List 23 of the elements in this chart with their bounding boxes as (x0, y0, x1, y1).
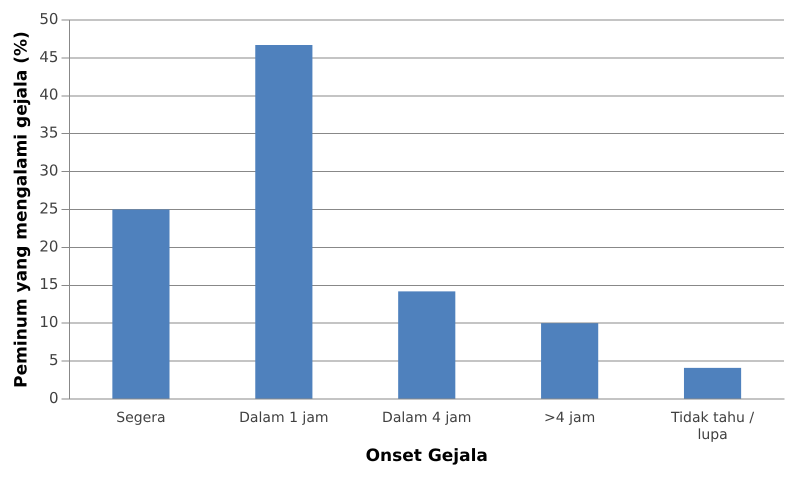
y-tick-label: 30 (39, 161, 58, 180)
y-tick-label: 0 (48, 388, 58, 407)
y-tick-label: 10 (39, 313, 58, 332)
x-tick-label: Tidak tahu / lupa (670, 410, 754, 443)
y-tick-label: 50 (39, 10, 58, 28)
bar (398, 291, 456, 398)
y-tick-label: 40 (39, 86, 58, 104)
y-tick-label: 20 (39, 237, 58, 256)
bar (112, 210, 170, 398)
x-axis-title: Onset Gejala (366, 446, 488, 466)
x-tick-label: Dalam 4 jam (382, 410, 472, 426)
y-tick-label: 15 (39, 275, 58, 294)
x-tick-label: Dalam 1 jam (239, 410, 329, 426)
y-axis-title: Peminum yang mengalami gejala (%) (12, 31, 32, 388)
y-tick-label: 5 (48, 350, 58, 369)
x-tick-label: Segera (116, 410, 166, 426)
bar (684, 368, 742, 398)
y-tick-label: 35 (39, 124, 58, 142)
y-tick-label: 25 (39, 199, 58, 218)
bar (541, 323, 598, 398)
y-tick-label: 45 (39, 48, 58, 66)
x-tick-label: >4 jam (544, 410, 596, 426)
bar (255, 45, 312, 398)
